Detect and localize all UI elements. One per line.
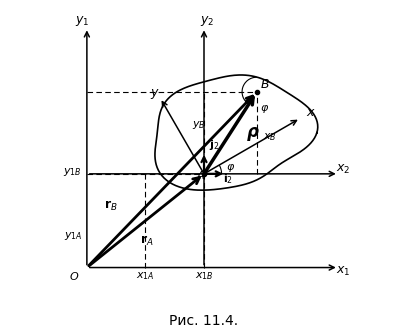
Text: $y_{1A}$: $y_{1A}$	[64, 230, 82, 242]
Text: $x_B$: $x_B$	[263, 131, 277, 142]
Text: $x_{1B}$: $x_{1B}$	[195, 271, 213, 283]
Text: Рис. 11.4.: Рис. 11.4.	[169, 315, 239, 328]
Text: $\varphi$: $\varphi$	[260, 103, 269, 115]
Text: $\mathbf{i}_2$: $\mathbf{i}_2$	[223, 172, 233, 186]
Text: $y_2$: $y_2$	[200, 14, 215, 28]
Text: $B$: $B$	[259, 78, 269, 91]
Text: $y_{1B}$: $y_{1B}$	[64, 166, 82, 178]
Text: $x_{1A}$: $x_{1A}$	[136, 271, 155, 283]
Text: $y_1$: $y_1$	[75, 14, 90, 28]
Text: $O$: $O$	[69, 270, 80, 282]
Text: $x$: $x$	[306, 106, 315, 119]
Text: $\mathbf{r}_B$: $\mathbf{r}_B$	[104, 199, 118, 213]
Text: $x_2$: $x_2$	[336, 163, 350, 176]
Text: $\mathbf{r}_A$: $\mathbf{r}_A$	[140, 234, 153, 248]
Text: $A$: $A$	[196, 169, 205, 181]
Text: $\varphi$: $\varphi$	[226, 162, 235, 174]
Text: $y$: $y$	[150, 87, 160, 101]
Text: $y_B$: $y_B$	[192, 119, 205, 131]
Text: $\boldsymbol{\rho}$: $\boldsymbol{\rho}$	[246, 125, 260, 143]
Text: $x_1$: $x_1$	[336, 265, 350, 278]
Text: $\mathbf{j}_2$: $\mathbf{j}_2$	[209, 139, 220, 152]
